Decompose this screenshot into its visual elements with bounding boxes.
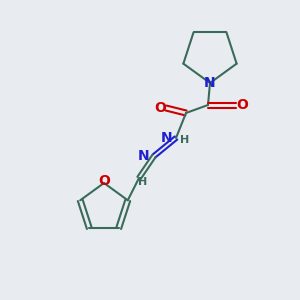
Text: N: N <box>160 131 172 145</box>
Text: N: N <box>204 76 216 90</box>
Text: O: O <box>236 98 248 112</box>
Text: O: O <box>154 101 166 115</box>
Text: O: O <box>98 174 110 188</box>
Text: H: H <box>138 177 148 187</box>
Text: H: H <box>180 135 189 145</box>
Text: N: N <box>137 149 149 163</box>
